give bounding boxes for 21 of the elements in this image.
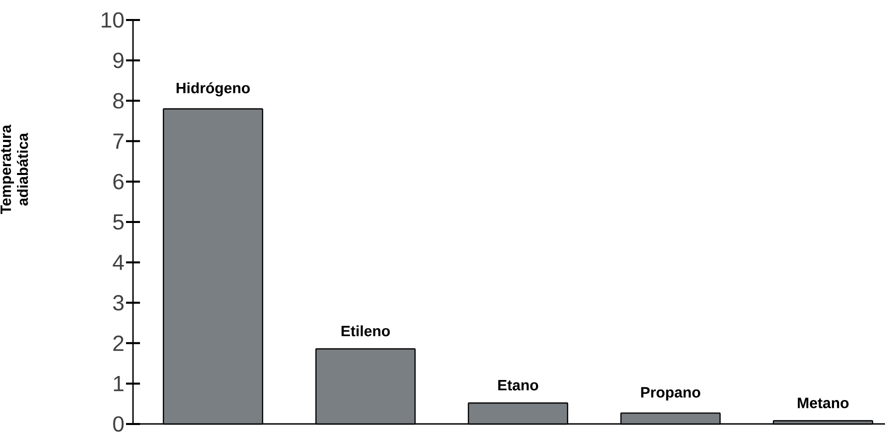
bar [162,108,264,425]
y-axis-title: Temperatura adiabática [0,124,28,214]
y-tick-label: 9 [113,52,124,68]
y-tick-label: 6 [113,174,124,190]
x-tick-label: Etileno [342,325,390,336]
x-tick-label: Etano [498,380,538,390]
y-tick-label: 7 [113,134,124,149]
y-tick-label: 5 [113,214,124,230]
y-tick-label: 2 [113,336,124,351]
bar [620,412,721,425]
y-tick-label: 3 [113,295,124,311]
y-tick-label: 10 [102,12,124,28]
bar [468,402,568,425]
bar [315,348,416,425]
y-tick-label: 8 [113,93,124,109]
x-tick-label: Hidrógeno [176,82,250,96]
y-tick-label: 0 [113,416,124,432]
x-tick-label: Propano [641,387,700,401]
y-tick-label: 1 [114,376,124,392]
x-tick-label: Metano [798,398,849,408]
y-tick-label: 4 [112,254,124,270]
